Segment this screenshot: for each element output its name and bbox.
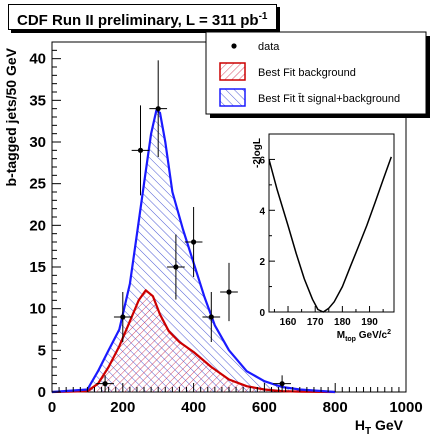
y-tick-label: 20 (29, 217, 46, 234)
inset-plot-frame (268, 133, 395, 313)
y-tick-label: 15 (29, 259, 46, 276)
y-tick-label: 35 (29, 92, 46, 109)
x-axis-label-main: H (355, 417, 365, 433)
series-line-0 (51, 289, 336, 394)
legend-background-label: Best Fit background (258, 67, 356, 79)
x-tick-label: 0 (48, 399, 56, 416)
inset-y-tick-label: 6 (259, 155, 265, 166)
x-axis-ticks: 0 200 400 600 800 1000 (48, 383, 423, 416)
series-fill-0 (52, 290, 336, 392)
background-fill-layer (52, 290, 336, 392)
x-axis-label-unit: GeV (371, 417, 404, 433)
inset-y-tick-label: 4 (259, 206, 265, 217)
x-axis-label-sub: T (365, 426, 371, 437)
data-point (155, 106, 161, 112)
data-point (226, 289, 232, 295)
inset-x-axis-label-main: M (337, 330, 345, 341)
data-point (102, 381, 108, 387)
y-tick-label: 10 (29, 301, 46, 318)
legend-data-label: data (258, 41, 280, 53)
y-axis-ticks: 0 5 10 15 20 25 30 35 40 (29, 41, 61, 401)
inset-y-axis-label: -2logL (252, 138, 263, 168)
series-line-1 (51, 109, 336, 394)
data-point (137, 147, 144, 153)
inset-x-tick-label: 170 (307, 317, 324, 328)
x-tick-label: 1000 (389, 399, 422, 416)
chart-title-superscript: -1 (258, 11, 268, 22)
legend-signal-swatch (219, 88, 246, 107)
y-tick-label: 40 (29, 51, 46, 68)
legend-data-marker (231, 43, 237, 49)
x-tick-label: 600 (252, 399, 277, 416)
inset-y-tick-label: 2 (259, 257, 265, 268)
series-layer (51, 109, 336, 394)
inset-x-axis-label-unit: GeV/c (356, 330, 388, 341)
inset-x-tick-label: 160 (280, 317, 297, 328)
data-point (173, 264, 179, 270)
x-tick-label: 800 (323, 399, 348, 416)
data-point (208, 314, 214, 320)
x-axis-label: HT GeV (355, 417, 404, 437)
inset-x-tick-label: 180 (334, 317, 351, 328)
legend-signal-label: Best Fit t̄t signal+background (258, 93, 400, 105)
inset-y-axis-ticks: 0 2 4 6 (259, 133, 275, 319)
inset-x-axis-label-sub: top (345, 336, 356, 343)
inset-series-line-0 (268, 156, 393, 313)
chart-title: CDF Run II preliminary, L = 311 pb-1 (8, 4, 277, 30)
y-tick-label: 0 (38, 384, 46, 401)
data-points-layer (96, 60, 291, 392)
chart-title-text: CDF Run II preliminary, L = 311 pb (17, 12, 259, 29)
y-tick-label: 25 (29, 176, 46, 193)
data-point (120, 314, 126, 320)
y-tick-label: 30 (29, 134, 46, 151)
inset-y-tick-label: 0 (259, 308, 265, 319)
data-point (279, 381, 285, 387)
inset-series-layer (268, 156, 393, 313)
x-tick-label: 400 (181, 399, 206, 416)
y-tick-label: 5 (38, 342, 46, 359)
x-tick-label: 200 (110, 399, 135, 416)
y-axis-label: b-tagged jets/50 GeV (3, 47, 19, 186)
inset-x-axis-label-sup: 2 (387, 329, 391, 336)
inset-x-axis-label: Mtop GeV/c2 (337, 329, 391, 343)
legend: data Best Fit background Best Fit t̄t si… (205, 31, 430, 118)
inset-x-axis-ticks: 160 170 180 190 (273, 306, 384, 328)
data-point (191, 239, 197, 245)
legend-background-swatch (219, 62, 246, 81)
inset-x-tick-label: 190 (361, 317, 378, 328)
